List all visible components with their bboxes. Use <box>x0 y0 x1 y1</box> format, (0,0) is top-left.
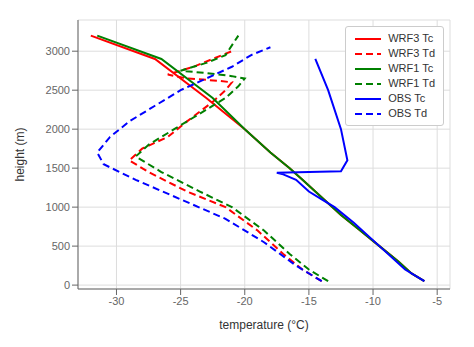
html-text:OBS Tc: OBS Tc <box>388 92 426 104</box>
svg-text:temperature (°C): temperature (°C) <box>219 318 309 332</box>
svg-text:2000: 2000 <box>46 123 70 135</box>
svg-text:-30: -30 <box>109 295 125 307</box>
html-text:WRF1 Tc: WRF1 Tc <box>388 62 434 74</box>
svg-text:-10: -10 <box>365 295 381 307</box>
svg-text:-15: -15 <box>301 295 317 307</box>
svg-text:-25: -25 <box>173 295 189 307</box>
svg-text:height (m): height (m) <box>13 127 27 181</box>
svg-text:-20: -20 <box>237 295 253 307</box>
svg-text:-5: -5 <box>432 295 442 307</box>
svg-text:2500: 2500 <box>46 84 70 96</box>
html-text:WRF3 Td: WRF3 Td <box>388 47 435 59</box>
svg-text:3000: 3000 <box>46 45 70 57</box>
html-text:OBS Td: OBS Td <box>388 107 428 119</box>
svg-text:500: 500 <box>52 240 70 252</box>
html-text:WRF1 Td: WRF1 Td <box>388 77 435 89</box>
svg-text:1000: 1000 <box>46 201 70 213</box>
html-text:WRF3 Tc: WRF3 Tc <box>388 32 434 44</box>
svg-text:0: 0 <box>64 279 70 291</box>
svg-text:1500: 1500 <box>46 162 70 174</box>
